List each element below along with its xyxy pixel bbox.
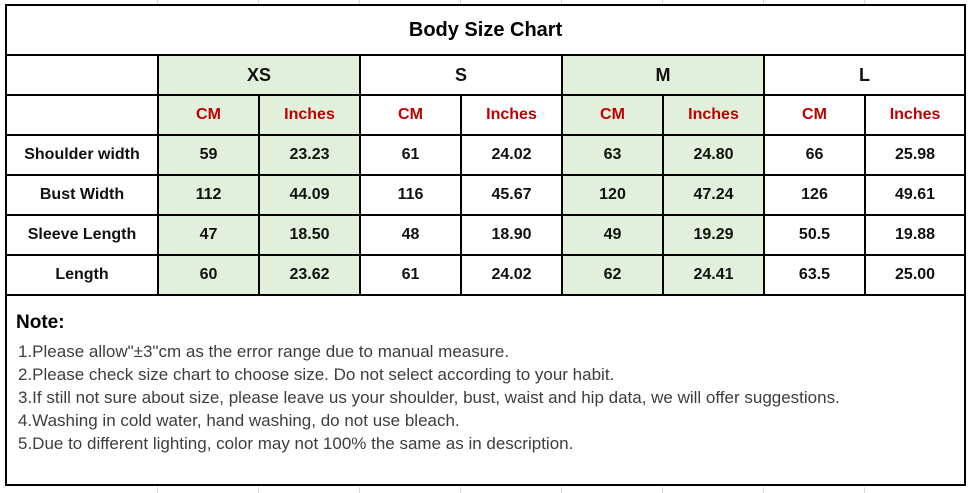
cell-value: 62	[561, 254, 664, 296]
cell-value: 49.61	[863, 174, 967, 216]
unit-header-l-inches: Inches	[863, 94, 967, 136]
unit-header-row: CM Inches CM Inches CM Inches CM Inches	[5, 94, 967, 136]
spreadsheet-gridline-stub	[561, 487, 562, 493]
cell-value: 45.67	[460, 174, 563, 216]
table-row: Length 60 23.62 61 24.02 62 24.41 63.5 25.00	[5, 254, 967, 296]
corner-cell	[5, 94, 159, 136]
note-section: Note: 1.Please allow"±3"cm as the error r…	[4, 294, 967, 486]
cell-value: 60	[157, 254, 260, 296]
cell-value: 126	[763, 174, 866, 216]
size-header-row: XS S M L	[5, 54, 967, 96]
note-line: 1.Please allow"±3"cm as the error range …	[18, 342, 510, 361]
spreadsheet-gridline-stub	[157, 487, 158, 493]
cell-value: 50.5	[763, 214, 866, 256]
note-line: 2.Please check size chart to choose size…	[18, 365, 615, 384]
note-line: 4.Washing in cold water, hand washing, d…	[18, 411, 460, 430]
spreadsheet-gridline-stub	[763, 487, 764, 493]
row-label: Shoulder width	[5, 134, 159, 176]
cell-value: 47	[157, 214, 260, 256]
cell-value: 120	[561, 174, 664, 216]
size-header-m: M	[561, 54, 765, 96]
note-heading: Note:	[16, 312, 65, 333]
cell-value: 25.98	[863, 134, 967, 176]
table-row: Sleeve Length 47 18.50 48 18.90 49 19.29 50.5 19…	[5, 214, 967, 256]
spreadsheet-gridline-stub	[763, 0, 764, 4]
cell-value: 63.5	[763, 254, 866, 296]
cell-value: 19.29	[662, 214, 765, 256]
spreadsheet-gridline-stub	[359, 0, 360, 4]
cell-value: 48	[359, 214, 462, 256]
cell-value: 49	[561, 214, 664, 256]
size-header-xs: XS	[157, 54, 361, 96]
cell-value: 23.62	[258, 254, 361, 296]
cell-value: 59	[157, 134, 260, 176]
cell-value: 19.88	[863, 214, 967, 256]
unit-header-xs-inches: Inches	[258, 94, 361, 136]
spreadsheet-gridline-stub	[561, 0, 562, 4]
table-row: Shoulder width 59 23.23 61 24.02 63 24.80 66 25.…	[5, 134, 967, 176]
cell-value: 24.02	[460, 254, 563, 296]
cell-value: 18.90	[460, 214, 563, 256]
cell-value: 25.00	[863, 254, 967, 296]
cell-value: 24.02	[460, 134, 563, 176]
cell-value: 47.24	[662, 174, 765, 216]
row-label: Sleeve Length	[5, 214, 159, 256]
unit-header-xs-cm: CM	[157, 94, 260, 136]
size-header-l: L	[762, 54, 967, 96]
body-size-table: Body Size Chart XS S M L CM Inches CM Inches CM In…	[4, 4, 967, 486]
cell-value: 44.09	[258, 174, 361, 216]
cell-value: 61	[359, 254, 462, 296]
spreadsheet-gridline-stub	[258, 487, 259, 493]
cell-value: 63	[561, 134, 664, 176]
chart-title: Body Size Chart	[4, 4, 967, 56]
spreadsheet-gridline-stub	[258, 0, 259, 4]
spreadsheet-gridline-stub	[460, 0, 461, 4]
cell-value: 18.50	[258, 214, 361, 256]
corner-cell	[5, 54, 159, 96]
unit-header-m-cm: CM	[561, 94, 664, 136]
title-row: Body Size Chart	[4, 4, 967, 56]
cell-value: 66	[763, 134, 866, 176]
unit-header-m-inches: Inches	[662, 94, 765, 136]
note-row: Note: 1.Please allow"±3"cm as the error r…	[4, 294, 967, 486]
spreadsheet-gridline-stub	[359, 487, 360, 493]
note-line: 3.If still not sure about size, please l…	[18, 388, 840, 407]
spreadsheet-gridline-stub	[662, 487, 663, 493]
row-label: Bust Width	[5, 174, 159, 216]
cell-value: 116	[359, 174, 462, 216]
size-header-s: S	[359, 54, 563, 96]
row-label: Length	[5, 254, 159, 296]
cell-value: 24.80	[662, 134, 765, 176]
spreadsheet-gridline-stub	[157, 0, 158, 4]
cell-value: 112	[157, 174, 260, 216]
cell-value: 23.23	[258, 134, 361, 176]
unit-header-l-cm: CM	[763, 94, 866, 136]
spreadsheet-gridline-stub	[864, 487, 865, 493]
note-line: 5.Due to different lighting, color may n…	[18, 434, 574, 453]
unit-header-s-inches: Inches	[460, 94, 563, 136]
cell-value: 24.41	[662, 254, 765, 296]
unit-header-s-cm: CM	[359, 94, 462, 136]
spreadsheet-gridline-stub	[460, 487, 461, 493]
spreadsheet-gridline-stub	[864, 0, 865, 4]
table-row: Bust Width 112 44.09 116 45.67 120 47.24 126 49.…	[5, 174, 967, 216]
spreadsheet-gridline-stub	[662, 0, 663, 4]
cell-value: 61	[359, 134, 462, 176]
